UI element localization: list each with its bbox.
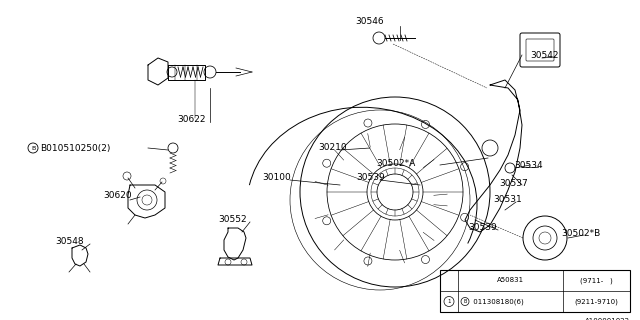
Text: A100001022: A100001022 (585, 318, 630, 320)
Text: (9211-9710): (9211-9710) (575, 298, 618, 305)
Text: 1: 1 (447, 299, 451, 304)
Text: 30502*B: 30502*B (561, 228, 600, 237)
Text: B: B (463, 299, 467, 304)
Text: 011308180(6): 011308180(6) (471, 298, 524, 305)
Text: 30620: 30620 (103, 190, 132, 199)
Text: 30531: 30531 (493, 196, 522, 204)
Text: B010510250(2): B010510250(2) (40, 143, 110, 153)
Text: 30100: 30100 (262, 173, 291, 182)
Text: 30537: 30537 (499, 179, 528, 188)
Bar (440, 270, 630, 312)
Text: 30552: 30552 (218, 215, 246, 225)
Text: 30546: 30546 (355, 18, 383, 27)
Text: 30534: 30534 (514, 161, 543, 170)
Text: 30539: 30539 (356, 173, 385, 182)
Text: (9711-   ): (9711- ) (580, 277, 613, 284)
Text: 30542: 30542 (530, 51, 559, 60)
Text: 30502*A: 30502*A (376, 158, 415, 167)
Text: A50831: A50831 (497, 277, 524, 284)
Text: B: B (31, 146, 35, 150)
Text: 30622: 30622 (178, 116, 206, 124)
Text: 30210: 30210 (318, 143, 347, 153)
Text: 30548: 30548 (55, 237, 84, 246)
Text: 30539: 30539 (468, 223, 497, 233)
